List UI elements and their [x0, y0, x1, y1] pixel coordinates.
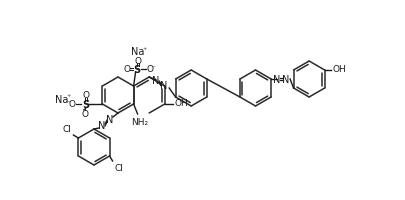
Text: N: N [160, 81, 168, 91]
Text: OH: OH [175, 99, 188, 108]
Text: O: O [146, 65, 153, 74]
Text: O: O [83, 91, 90, 100]
Text: NH₂: NH₂ [131, 117, 148, 126]
Text: ⁺: ⁺ [66, 93, 70, 102]
Text: Cl: Cl [62, 124, 71, 133]
Text: N: N [98, 120, 106, 130]
Text: OH: OH [333, 65, 346, 74]
Text: e: e [112, 115, 113, 116]
Text: Na: Na [55, 95, 68, 104]
Text: Na: Na [131, 47, 144, 57]
Text: O: O [134, 56, 141, 65]
Text: O: O [82, 110, 89, 119]
Text: N: N [273, 75, 281, 85]
Text: ⁺: ⁺ [143, 45, 147, 54]
Text: Cl: Cl [115, 163, 124, 172]
Text: O: O [69, 100, 76, 109]
Text: O: O [123, 65, 130, 74]
Text: N: N [107, 114, 114, 124]
Text: N: N [282, 75, 290, 85]
Text: S: S [133, 65, 140, 75]
Text: S: S [82, 100, 89, 109]
Text: N: N [153, 76, 160, 86]
Text: ⁻: ⁻ [151, 63, 156, 72]
Text: ⁻: ⁻ [66, 98, 70, 107]
